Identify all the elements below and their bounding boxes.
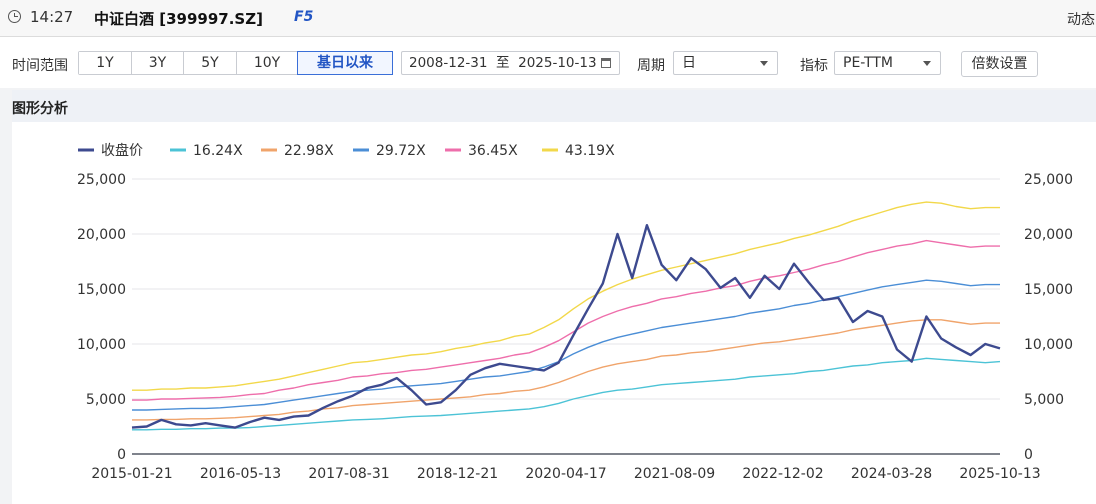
series-line-close-price — [131, 223, 1001, 429]
x-tick-label: 2022-12-02 — [742, 466, 823, 482]
legend-label: 16.24X — [193, 143, 243, 159]
clock-icon — [8, 10, 21, 23]
legend-label: 收盘价 — [101, 142, 143, 159]
pe-band-chart: 0 0 5,000 5,000 10,000 10,000 15,000 15,000 20,0… — [77, 142, 1073, 482]
metric-value: PE-TTM — [843, 55, 893, 71]
metric-select[interactable]: PE-TTM — [834, 51, 941, 75]
panel-title: 图形分析 — [12, 101, 68, 117]
series-line-band — [132, 201, 1000, 391]
x-tick-label: 2018-12-21 — [417, 466, 498, 482]
range-label: 时间范围 — [12, 58, 68, 74]
x-tick-label: 2024-03-28 — [851, 466, 932, 482]
y-tick-label-left: 20,000 — [77, 227, 126, 243]
range-5y-button[interactable]: 5Y — [184, 52, 237, 74]
y-tick-label-right: 25,000 — [1024, 172, 1073, 188]
y-tick-label-left: 10,000 — [77, 337, 126, 353]
series-line-band — [132, 357, 1001, 431]
dynamic-tab[interactable]: 动态 — [1067, 12, 1095, 28]
legend-label: 22.98X — [284, 143, 334, 159]
panel-header: 图形分析 — [12, 90, 1096, 122]
x-tick-label: 2017-08-31 — [308, 466, 389, 482]
range-1y-button[interactable]: 1Y — [79, 52, 132, 74]
y-tick-label-right: 15,000 — [1024, 282, 1073, 298]
x-tick-label: 2015-01-21 — [91, 466, 172, 482]
range-3y-button[interactable]: 3Y — [132, 52, 184, 74]
chevron-down-icon — [923, 61, 931, 66]
legend-label: 29.72X — [376, 143, 426, 159]
y-tick-label-right: 5,000 — [1024, 392, 1064, 408]
range-button-group: 1Y 3Y 5Y 10Y 基日以来 — [78, 51, 393, 75]
y-tick-label-right: 20,000 — [1024, 227, 1073, 243]
clock-time: 14:27 — [30, 8, 74, 26]
y-tick-label-left: 15,000 — [77, 282, 126, 298]
f5-hotkey-button[interactable]: F5 — [294, 9, 314, 25]
y-tick-label-left: 5,000 — [86, 392, 126, 408]
metric-label: 指标 — [800, 58, 828, 74]
date-range-input[interactable]: 2008-12-31 至 2025-10-13 — [401, 51, 620, 75]
period-label: 周期 — [637, 58, 665, 74]
y-tick-label-right: 10,000 — [1024, 337, 1073, 353]
y-tick-label-right: 0 — [1024, 447, 1033, 463]
x-tick-label: 2021-08-09 — [634, 466, 715, 482]
security-title: 中证白酒 [399997.SZ] — [94, 10, 263, 28]
legend-label: 36.45X — [468, 143, 518, 159]
x-tick-label: 2016-05-13 — [200, 466, 281, 482]
y-tick-label-left: 25,000 — [77, 172, 126, 188]
date-range-text: 2008-12-31 至 2025-10-13 — [409, 55, 597, 71]
range-10y-button[interactable]: 10Y — [237, 52, 298, 74]
series-line-band — [132, 239, 1000, 401]
period-select[interactable]: 日 — [673, 51, 778, 75]
series-line-band — [132, 279, 1000, 411]
chart-panel: 图形分析 0 0 5,000 5,000 10,000 10,000 15,000 15,00… — [12, 90, 1096, 504]
calendar-icon[interactable] — [601, 58, 611, 68]
y-tick-label-left: 0 — [117, 447, 126, 463]
filter-toolbar: 时间范围 1Y 3Y 5Y 10Y 基日以来 2008-12-31 至 2025… — [0, 37, 1096, 88]
multiplier-settings-button[interactable]: 倍数设置 — [961, 51, 1038, 77]
title-bar: 14:27 中证白酒 [399997.SZ] F5 动态 — [0, 0, 1096, 37]
x-tick-label: 2025-10-13 — [959, 466, 1040, 482]
legend-label: 43.19X — [565, 143, 615, 159]
series-line-band — [132, 319, 1000, 421]
x-tick-label: 2020-04-17 — [525, 466, 606, 482]
chevron-down-icon — [760, 61, 768, 66]
range-since-base-button[interactable]: 基日以来 — [297, 51, 393, 75]
period-value: 日 — [682, 55, 696, 71]
